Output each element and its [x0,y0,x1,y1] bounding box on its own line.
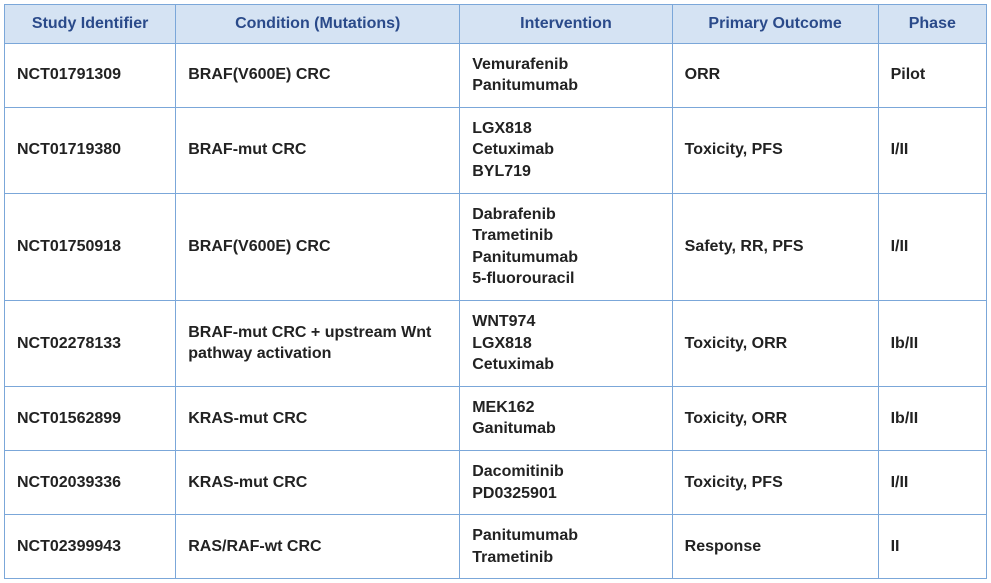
cell-id: NCT02399943 [5,515,176,579]
col-header-id: Study Identifier [5,5,176,44]
intervention-item: Trametinib [472,547,659,569]
intervention-item: Ganitumab [472,418,659,440]
cell-intervention: DabrafenibTrametinibPanitumumab5-fluorou… [460,193,672,300]
intervention-item: Panitumumab [472,247,659,269]
cell-intervention: PanitumumabTrametinib [460,515,672,579]
cell-condition: RAS/RAF-wt CRC [176,515,460,579]
cell-outcome: Toxicity, ORR [672,300,878,386]
intervention-item: Trametinib [472,225,659,247]
col-header-outcome: Primary Outcome [672,5,878,44]
cell-phase: Ib/II [878,300,986,386]
cell-phase: I/II [878,193,986,300]
cell-phase: I/II [878,450,986,514]
intervention-item: BYL719 [472,161,659,183]
cell-intervention: LGX818CetuximabBYL719 [460,107,672,193]
cell-intervention: MEK162Ganitumab [460,386,672,450]
cell-phase: Ib/II [878,386,986,450]
cell-intervention: VemurafenibPanitumumab [460,43,672,107]
table-row: NCT02039336KRAS-mut CRCDacomitinibPD0325… [5,450,987,514]
cell-phase: I/II [878,107,986,193]
cell-condition: KRAS-mut CRC [176,386,460,450]
table-body: NCT01791309BRAF(V600E) CRCVemurafenibPan… [5,43,987,579]
intervention-item: PD0325901 [472,483,659,505]
cell-outcome: Safety, RR, PFS [672,193,878,300]
cell-id: NCT01562899 [5,386,176,450]
table-row: NCT01562899KRAS-mut CRCMEK162GanitumabTo… [5,386,987,450]
cell-outcome: Response [672,515,878,579]
cell-condition: BRAF(V600E) CRC [176,193,460,300]
table-row: NCT01791309BRAF(V600E) CRCVemurafenibPan… [5,43,987,107]
intervention-item: Vemurafenib [472,54,659,76]
table-head: Study IdentifierCondition (Mutations)Int… [5,5,987,44]
cell-condition: BRAF-mut CRC [176,107,460,193]
cell-outcome: Toxicity, PFS [672,107,878,193]
cell-condition: KRAS-mut CRC [176,450,460,514]
intervention-item: Cetuximab [472,139,659,161]
cell-id: NCT01791309 [5,43,176,107]
intervention-item: MEK162 [472,397,659,419]
header-row: Study IdentifierCondition (Mutations)Int… [5,5,987,44]
cell-id: NCT02039336 [5,450,176,514]
cell-condition: BRAF(V600E) CRC [176,43,460,107]
intervention-item: Dabrafenib [472,204,659,226]
intervention-item: Cetuximab [472,354,659,376]
cell-intervention: WNT974LGX818Cetuximab [460,300,672,386]
col-header-condition: Condition (Mutations) [176,5,460,44]
col-header-phase: Phase [878,5,986,44]
cell-id: NCT01719380 [5,107,176,193]
table-row: NCT02399943RAS/RAF-wt CRCPanitumumabTram… [5,515,987,579]
intervention-item: Panitumumab [472,525,659,547]
intervention-item: LGX818 [472,333,659,355]
cell-id: NCT02278133 [5,300,176,386]
cell-outcome: Toxicity, PFS [672,450,878,514]
table-row: NCT02278133BRAF-mut CRC + upstream Wnt p… [5,300,987,386]
cell-phase: Pilot [878,43,986,107]
intervention-item: Panitumumab [472,75,659,97]
intervention-item: 5-fluorouracil [472,268,659,290]
cell-outcome: ORR [672,43,878,107]
table-row: NCT01750918BRAF(V600E) CRCDabrafenibTram… [5,193,987,300]
intervention-item: Dacomitinib [472,461,659,483]
intervention-item: WNT974 [472,311,659,333]
intervention-item: LGX818 [472,118,659,140]
cell-id: NCT01750918 [5,193,176,300]
table-row: NCT01719380BRAF-mut CRCLGX818CetuximabBY… [5,107,987,193]
cell-intervention: DacomitinibPD0325901 [460,450,672,514]
cell-phase: II [878,515,986,579]
col-header-intervention: Intervention [460,5,672,44]
cell-outcome: Toxicity, ORR [672,386,878,450]
clinical-trials-table: Study IdentifierCondition (Mutations)Int… [4,4,987,579]
cell-condition: BRAF-mut CRC + upstream Wnt pathway acti… [176,300,460,386]
